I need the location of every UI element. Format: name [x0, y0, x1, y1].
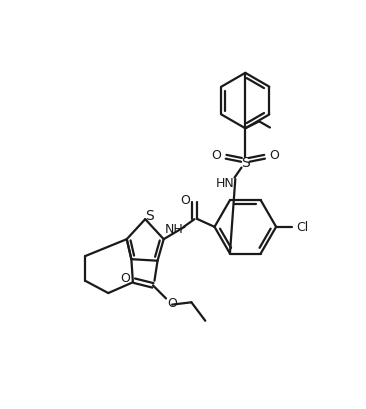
- Text: O: O: [120, 272, 130, 285]
- Text: S: S: [145, 208, 153, 222]
- Text: O: O: [167, 296, 177, 309]
- Text: NH: NH: [165, 222, 184, 235]
- Text: Cl: Cl: [296, 221, 309, 234]
- Text: HN: HN: [216, 176, 235, 189]
- Text: O: O: [211, 148, 221, 162]
- Text: O: O: [270, 148, 280, 162]
- Text: S: S: [241, 156, 250, 170]
- Text: O: O: [180, 193, 190, 206]
